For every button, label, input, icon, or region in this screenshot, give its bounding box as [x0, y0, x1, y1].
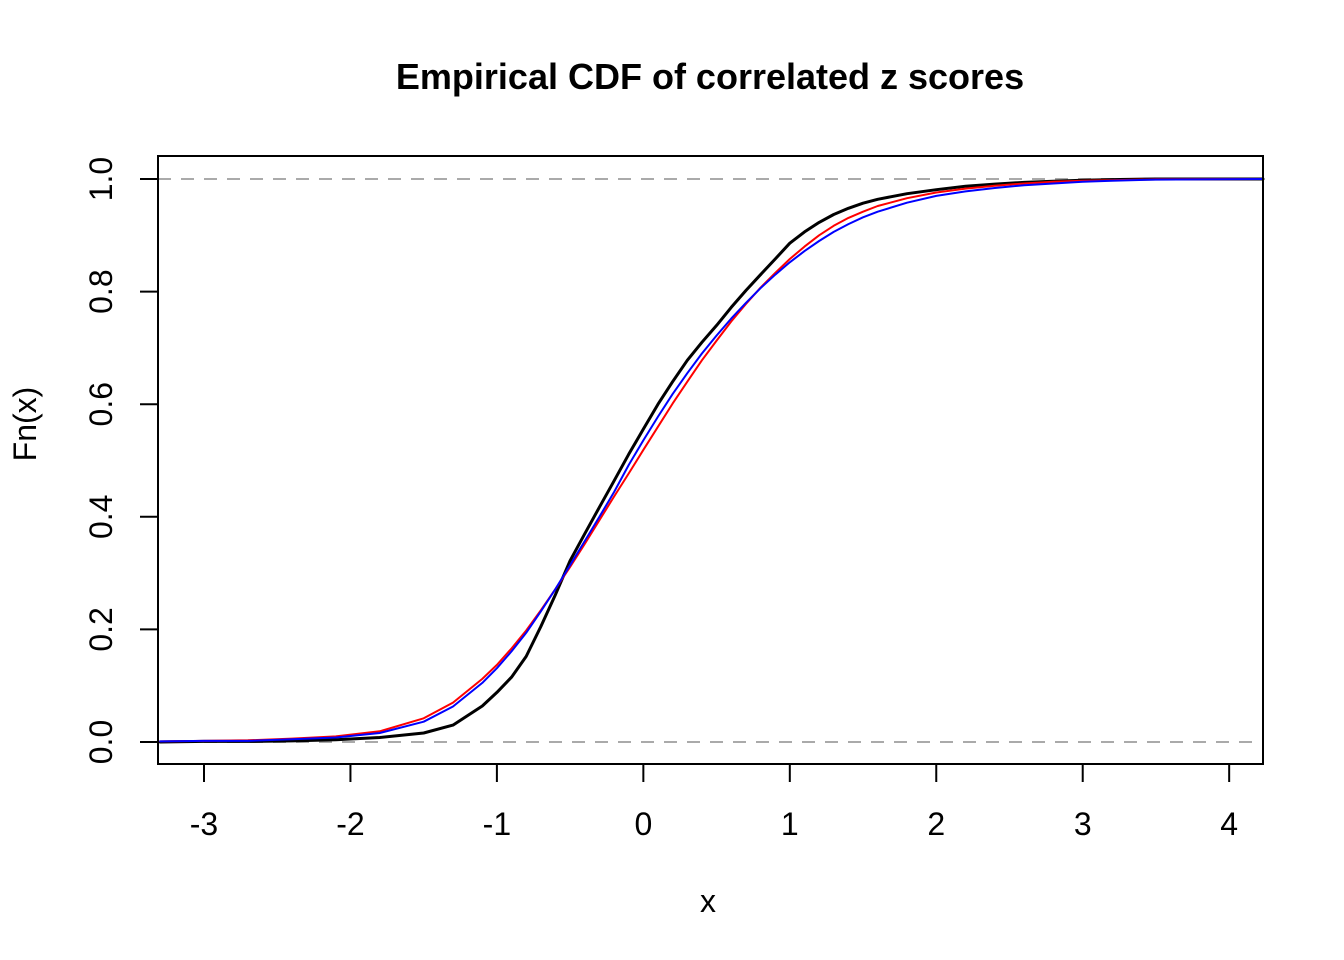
x-tick-label: -3	[190, 806, 218, 842]
plot-box	[157, 155, 1264, 765]
red-cdf-curve	[159, 178, 1264, 743]
x-tick-label: 2	[927, 806, 945, 842]
y-tick-label: 1.0	[83, 157, 119, 201]
y-tick-label: 0.0	[83, 720, 119, 764]
x-tick-label: 4	[1220, 806, 1238, 842]
x-tick-label: 0	[634, 806, 652, 842]
y-tick-label: 0.8	[83, 269, 119, 313]
blue-cdf-curve	[159, 178, 1264, 743]
y-tick-label: 0.4	[83, 495, 119, 539]
y-tick-label: 0.6	[83, 382, 119, 426]
x-tick-label: 1	[781, 806, 799, 842]
x-axis-label: x	[700, 883, 716, 919]
x-tick-label: 3	[1074, 806, 1092, 842]
empirical-cdf-curve	[158, 177, 1265, 744]
y-tick-label: 0.2	[83, 607, 119, 651]
x-tick-label: -1	[483, 806, 511, 842]
chart-title: Empirical CDF of correlated z scores	[396, 56, 1024, 97]
y-axis-label: Fn(x)	[7, 387, 43, 462]
x-tick-label: -2	[336, 806, 364, 842]
